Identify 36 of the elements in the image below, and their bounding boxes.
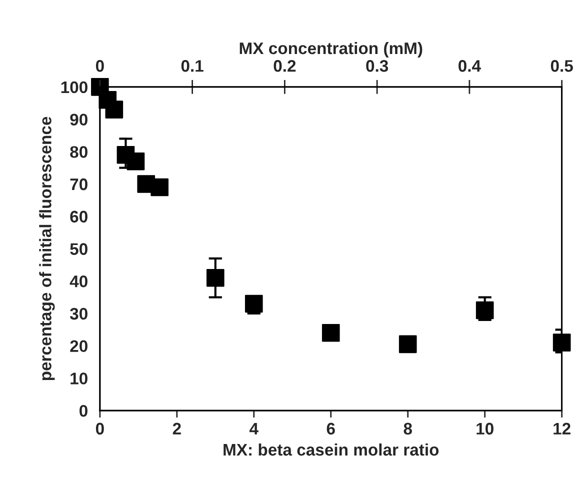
- y-tick-label: 70: [70, 178, 88, 190]
- point: [398, 335, 417, 354]
- y-tick-label: 60: [70, 210, 88, 223]
- point: [105, 100, 124, 119]
- x2-tick-label: 0.5: [550, 60, 573, 72]
- x2-axis-title: MX concentration (mM): [240, 42, 422, 58]
- point: [322, 324, 340, 342]
- x-tick-label: 2: [172, 422, 181, 434]
- x2-tick-label: 0.4: [458, 60, 481, 72]
- y-tick-label: 20: [70, 340, 88, 352]
- x2-tick-label: 0: [96, 60, 104, 72]
- point: [552, 334, 571, 352]
- y-tick-label: 0: [80, 404, 88, 417]
- y-tick-label: 100: [61, 81, 88, 94]
- x-tick-label: 4: [250, 422, 258, 434]
- y-tick-label: 30: [70, 308, 88, 320]
- x-axis-title: MX: beta casein molar ratio: [224, 443, 439, 456]
- point: [244, 294, 263, 313]
- x2-tick-label: 0.3: [366, 60, 388, 72]
- point: [206, 268, 224, 287]
- y-tick-label: 90: [70, 114, 88, 126]
- y-tick-label: 10: [70, 372, 88, 384]
- x-tick-label: 8: [404, 422, 412, 435]
- y-tick-label: 40: [70, 276, 88, 288]
- x-tick-label: 12: [554, 422, 570, 434]
- x-tick-label: 6: [326, 422, 335, 435]
- point: [150, 178, 169, 196]
- y-axis-title: percentage of initial fluorescence: [39, 116, 55, 380]
- x2-tick-label: 0.1: [181, 60, 204, 72]
- x-tick-label: 10: [476, 422, 494, 435]
- point: [476, 301, 494, 320]
- x2-tick-label: 0.2: [274, 60, 296, 72]
- x-tick-label: 0: [96, 422, 104, 435]
- point: [126, 152, 145, 170]
- y-tick-label: 80: [70, 146, 88, 158]
- y-tick-label: 50: [70, 243, 88, 255]
